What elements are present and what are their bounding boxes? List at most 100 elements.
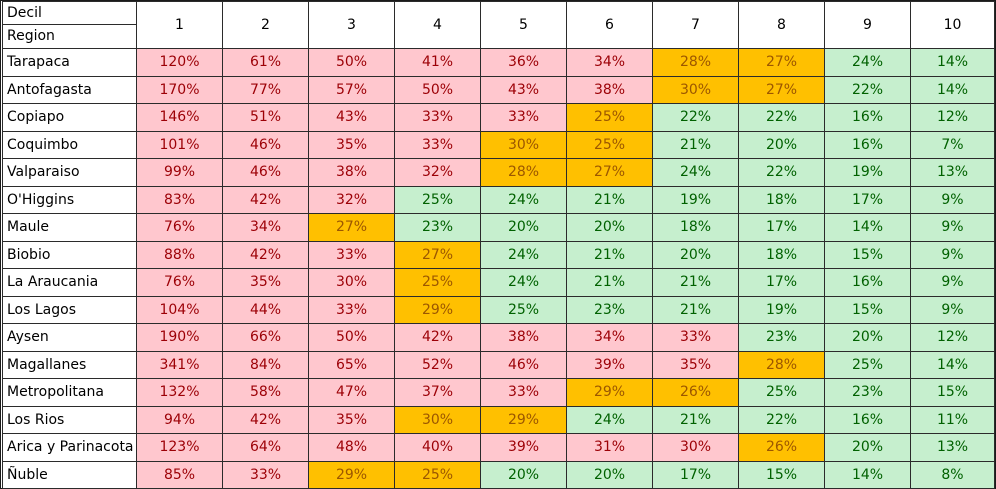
- table-row: Ñuble 85% 33% 29% 25% 20% 20% 17% 15% 14% 8%: [2, 460, 995, 489]
- value-cell-decile-10: 12%: [910, 103, 995, 132]
- value-cell-decile-8: 22%: [738, 158, 825, 187]
- value-cell-decile-8: 26%: [738, 433, 825, 462]
- value-cell-decile-1: 104%: [136, 295, 223, 324]
- value-cell-decile-10: 12%: [910, 323, 995, 352]
- value-cell-decile-2: 84%: [222, 350, 309, 379]
- value-cell-decile-5: 30%: [480, 130, 567, 159]
- decile-header-1: 1: [136, 1, 223, 49]
- value-cell-decile-7: 21%: [652, 130, 739, 159]
- value-cell-decile-1: 76%: [136, 268, 223, 297]
- value-cell-decile-3: 35%: [308, 130, 395, 159]
- value-cell-decile-10: 11%: [910, 405, 995, 434]
- value-cell-decile-1: 88%: [136, 240, 223, 269]
- value-cell-decile-4: 30%: [394, 405, 481, 434]
- value-cell-decile-1: 101%: [136, 130, 223, 159]
- value-cell-decile-2: 46%: [222, 130, 309, 159]
- value-cell-decile-4: 32%: [394, 158, 481, 187]
- value-cell-decile-9: 25%: [824, 350, 911, 379]
- value-cell-decile-6: 34%: [566, 48, 653, 77]
- value-cell-decile-10: 13%: [910, 433, 995, 462]
- value-cell-decile-2: 42%: [222, 405, 309, 434]
- value-cell-decile-3: 57%: [308, 75, 395, 104]
- value-cell-decile-2: 66%: [222, 323, 309, 352]
- decile-header-3: 3: [308, 1, 395, 49]
- region-name-cell: Copiapo: [2, 103, 137, 132]
- value-cell-decile-10: 14%: [910, 48, 995, 77]
- value-cell-decile-6: 21%: [566, 185, 653, 214]
- value-cell-decile-2: 33%: [222, 460, 309, 489]
- value-cell-decile-8: 18%: [738, 185, 825, 214]
- value-cell-decile-6: 29%: [566, 378, 653, 407]
- value-cell-decile-7: 33%: [652, 323, 739, 352]
- value-cell-decile-7: 17%: [652, 460, 739, 489]
- value-cell-decile-3: 35%: [308, 405, 395, 434]
- value-cell-decile-9: 19%: [824, 158, 911, 187]
- decile-header-9: 9: [824, 1, 911, 49]
- table-row: Antofagasta 170% 77% 57% 50% 43% 38% 30% 27% 22% 1…: [2, 75, 995, 104]
- value-cell-decile-10: 8%: [910, 460, 995, 489]
- value-cell-decile-3: 38%: [308, 158, 395, 187]
- value-cell-decile-2: 51%: [222, 103, 309, 132]
- value-cell-decile-2: 46%: [222, 158, 309, 187]
- value-cell-decile-1: 85%: [136, 460, 223, 489]
- value-cell-decile-6: 31%: [566, 433, 653, 462]
- table-row: Maule 76% 34% 27% 23% 20% 20% 18% 17% 14% 9%: [2, 213, 995, 242]
- decile-header-10: 10: [910, 1, 995, 49]
- region-name-cell: Los Rios: [2, 405, 137, 434]
- value-cell-decile-6: 20%: [566, 213, 653, 242]
- value-cell-decile-9: 16%: [824, 405, 911, 434]
- value-cell-decile-4: 40%: [394, 433, 481, 462]
- value-cell-decile-4: 25%: [394, 460, 481, 489]
- value-cell-decile-3: 65%: [308, 350, 395, 379]
- value-cell-decile-10: 15%: [910, 378, 995, 407]
- value-cell-decile-2: 61%: [222, 48, 309, 77]
- region-name-cell: La Araucania: [2, 268, 137, 297]
- region-name-cell: Ñuble: [2, 460, 137, 489]
- decile-header-7: 7: [652, 1, 739, 49]
- value-cell-decile-1: 341%: [136, 350, 223, 379]
- value-cell-decile-4: 50%: [394, 75, 481, 104]
- value-cell-decile-10: 13%: [910, 158, 995, 187]
- header-row: Decil Region 1 2 3 4 5 6 7 8 9 10: [2, 1, 995, 49]
- value-cell-decile-4: 27%: [394, 240, 481, 269]
- value-cell-decile-3: 33%: [308, 295, 395, 324]
- region-name-cell: Biobio: [2, 240, 137, 269]
- table-row: Aysen 190% 66% 50% 42% 38% 34% 33% 23% 20% 12%: [2, 323, 995, 352]
- value-cell-decile-8: 27%: [738, 75, 825, 104]
- decile-header-4: 4: [394, 1, 481, 49]
- table-row: Coquimbo 101% 46% 35% 33% 30% 25% 21% 20% 16% 7%: [2, 130, 995, 159]
- value-cell-decile-1: 94%: [136, 405, 223, 434]
- value-cell-decile-5: 24%: [480, 268, 567, 297]
- value-cell-decile-5: 24%: [480, 185, 567, 214]
- value-cell-decile-4: 33%: [394, 103, 481, 132]
- value-cell-decile-10: 7%: [910, 130, 995, 159]
- value-cell-decile-8: 19%: [738, 295, 825, 324]
- table-row: Copiapo 146% 51% 43% 33% 33% 25% 22% 22% 16% 12%: [2, 103, 995, 132]
- table-row: Magallanes 341% 84% 65% 52% 46% 39% 35% 28% 25% 14…: [2, 350, 995, 379]
- value-cell-decile-9: 23%: [824, 378, 911, 407]
- value-cell-decile-5: 43%: [480, 75, 567, 104]
- table-row: Los Lagos 104% 44% 33% 29% 25% 23% 21% 19% 15% 9%: [2, 295, 995, 324]
- value-cell-decile-7: 35%: [652, 350, 739, 379]
- value-cell-decile-9: 16%: [824, 268, 911, 297]
- value-cell-decile-8: 28%: [738, 350, 825, 379]
- value-cell-decile-9: 16%: [824, 103, 911, 132]
- value-cell-decile-2: 42%: [222, 185, 309, 214]
- region-name-cell: Antofagasta: [2, 75, 137, 104]
- value-cell-decile-6: 25%: [566, 130, 653, 159]
- value-cell-decile-4: 37%: [394, 378, 481, 407]
- value-cell-decile-6: 38%: [566, 75, 653, 104]
- value-cell-decile-8: 18%: [738, 240, 825, 269]
- value-cell-decile-2: 34%: [222, 213, 309, 242]
- value-cell-decile-4: 41%: [394, 48, 481, 77]
- table-row: Valparaiso 99% 46% 38% 32% 28% 27% 24% 22% 19% 13%: [2, 158, 995, 187]
- value-cell-decile-9: 20%: [824, 433, 911, 462]
- value-cell-decile-4: 29%: [394, 295, 481, 324]
- value-cell-decile-9: 22%: [824, 75, 911, 104]
- value-cell-decile-6: 34%: [566, 323, 653, 352]
- region-header-label: Region: [7, 28, 55, 44]
- table-row: Tarapaca 120% 61% 50% 41% 36% 34% 28% 27% 24% 14%: [2, 48, 995, 77]
- region-name-cell: Aysen: [2, 323, 137, 352]
- value-cell-decile-6: 21%: [566, 268, 653, 297]
- value-cell-decile-6: 20%: [566, 460, 653, 489]
